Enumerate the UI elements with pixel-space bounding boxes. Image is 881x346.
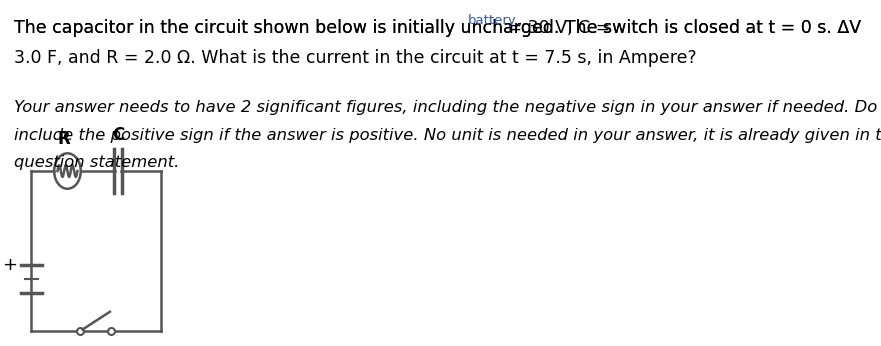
Text: include the positive sign if the answer is positive. No unit is needed in your a: include the positive sign if the answer … xyxy=(14,128,881,143)
Text: = 30 V, C =: = 30 V, C = xyxy=(502,19,611,37)
Text: battery: battery xyxy=(468,13,517,27)
Text: 3.0 F, and R = 2.0 Ω. What is the current in the circuit at t = 7.5 s, in Ampere: 3.0 F, and R = 2.0 Ω. What is the curren… xyxy=(14,49,697,67)
Text: question statement.: question statement. xyxy=(14,155,180,170)
Text: +: + xyxy=(2,256,18,274)
Text: Your answer needs to have 2 significant figures, including the negative sign in : Your answer needs to have 2 significant … xyxy=(14,100,881,115)
Text: R: R xyxy=(57,130,70,148)
Text: The capacitor in the circuit shown below is initially uncharged. The switch is c: The capacitor in the circuit shown below… xyxy=(14,19,862,37)
Text: C: C xyxy=(112,127,124,145)
Text: The capacitor in the circuit shown below is initially uncharged. The switch is c: The capacitor in the circuit shown below… xyxy=(14,19,862,37)
